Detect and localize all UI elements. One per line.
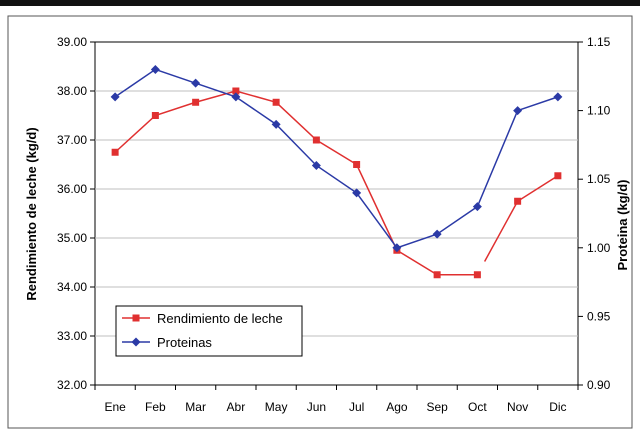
right-axis-title: Proteina (kg/d)	[615, 179, 630, 270]
left-tick-label: 34.00	[57, 280, 87, 294]
right-tick-label: 0.90	[587, 378, 611, 392]
top-rule	[0, 0, 640, 6]
right-tick-label: 1.15	[587, 35, 611, 49]
milk-point	[312, 136, 320, 144]
milk-point	[232, 87, 240, 95]
milk-point	[111, 148, 119, 156]
x-tick-label: Jul	[349, 400, 364, 414]
protein-point	[110, 92, 120, 102]
chart-frame	[7, 15, 633, 429]
protein-point	[432, 229, 442, 239]
protein-point	[352, 188, 362, 198]
left-axis-title: Rendimiento de leche (kg/d)	[24, 127, 39, 300]
left-tick-label: 38.00	[57, 84, 87, 98]
milk-point	[353, 161, 361, 168]
milk-point	[514, 197, 522, 205]
x-tick-label: Ago	[386, 400, 408, 414]
x-tick-label: Feb	[145, 400, 166, 414]
legend-label-milk: Rendimiento de leche	[157, 311, 283, 326]
milk-point	[433, 271, 441, 279]
right-tick-label: 1.05	[587, 172, 611, 186]
legend-box	[115, 305, 303, 357]
left-tick-label: 33.00	[57, 329, 87, 343]
x-tick-label: Abr	[227, 400, 246, 414]
right-axis-ticks: 0.90 0.95 1.00 1.05 1.10 1.15	[578, 35, 611, 392]
right-tick-label: 1.00	[587, 241, 611, 255]
x-tick-label: May	[265, 400, 288, 414]
series-layer	[110, 64, 563, 279]
series-line-protein	[114, 68, 559, 249]
protein-point	[271, 119, 281, 129]
legend-marker-protein	[131, 337, 141, 347]
protein-point	[553, 92, 563, 102]
left-tick-label: 35.00	[57, 231, 87, 245]
right-tick-label: 0.95	[587, 309, 611, 323]
left-axis-ticks: 32.00 33.00 34.00 35.00 36.00 37.00 38.00 39.00	[57, 35, 95, 392]
protein-point	[231, 92, 241, 102]
x-tick-label: Dic	[549, 400, 566, 414]
x-tick-label: Nov	[507, 400, 528, 414]
protein-point	[191, 78, 201, 88]
x-tick-label: Jun	[307, 400, 326, 414]
x-axis-ticks: Ene Feb Mar Abr May Jun Jul Ago Sep Oct Nov Dic	[94, 385, 579, 414]
left-tick-label: 37.00	[57, 133, 87, 147]
x-tick-label: Oct	[468, 400, 487, 414]
left-tick-label: 39.00	[57, 35, 87, 49]
protein-point	[472, 202, 482, 212]
milk-point	[554, 172, 562, 180]
legend-marker-milk	[132, 314, 140, 322]
legend-label-protein: Proteinas	[157, 335, 212, 350]
milk-point	[192, 98, 200, 106]
x-tick-label: Mar	[185, 400, 206, 414]
protein-point	[513, 106, 523, 116]
x-tick-label: Ene	[104, 400, 126, 414]
protein-point	[150, 64, 160, 74]
milk-point	[151, 112, 159, 119]
milk-point	[473, 271, 481, 279]
protein-point	[392, 243, 402, 253]
milk-point	[272, 98, 280, 106]
legend: Rendimiento de leche Proteinas	[115, 305, 303, 357]
left-tick-label: 32.00	[57, 378, 87, 392]
x-tick-label: Sep	[426, 400, 448, 414]
right-tick-label: 1.10	[587, 104, 611, 118]
protein-point	[311, 160, 321, 170]
left-tick-label: 36.00	[57, 182, 87, 196]
